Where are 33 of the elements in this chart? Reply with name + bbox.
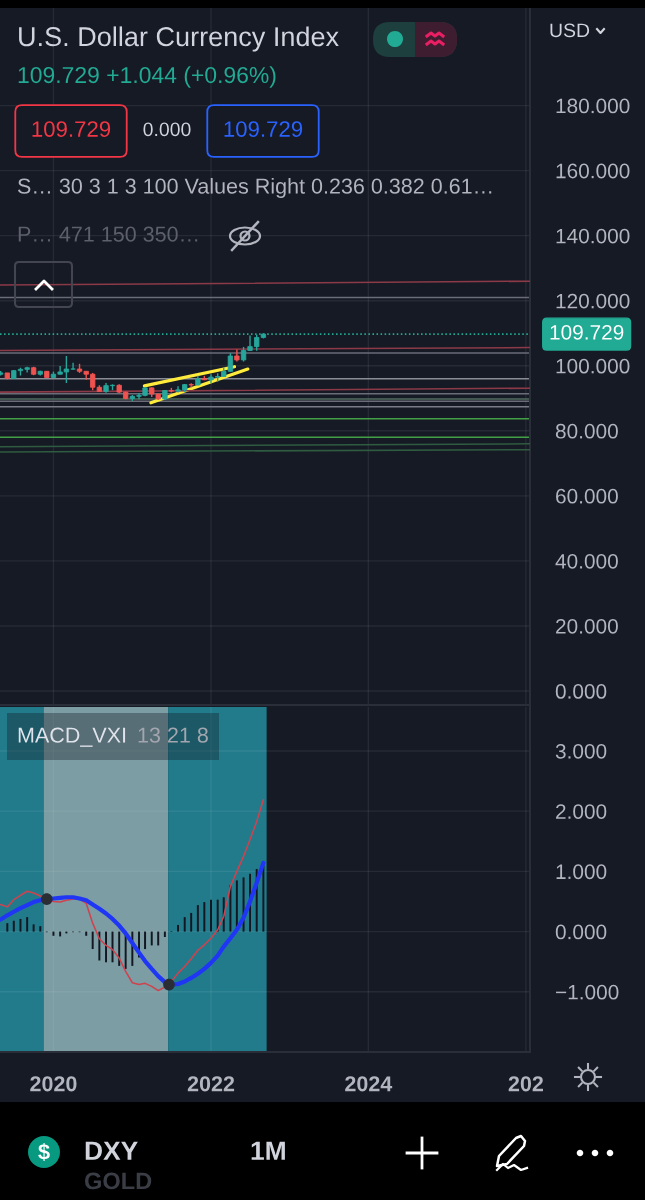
x-tick-label: 2020: [30, 1076, 77, 1092]
text: 1M: [251, 1141, 285, 1160]
annotation: P… 471 150 350…: [18, 226, 198, 242]
y-tick-label: 80.000: [555, 423, 618, 439]
annotation: 109.729: [224, 121, 303, 137]
annotation: 0.000: [143, 122, 191, 137]
y-tick-label: 2.000: [556, 804, 607, 819]
text: MACD_VXI: [18, 727, 126, 747]
x-tick-label: 2022: [187, 1076, 235, 1092]
y-tick-label: 0.000: [555, 684, 607, 699]
y-tick-label: 40.000: [555, 553, 618, 569]
annotation: S… 30 3 1 3 100 Values Right 0.236 0.382 0.61…: [17, 177, 492, 199]
y-tick-label: 120.000: [556, 293, 630, 309]
text: DXY: [85, 1141, 138, 1160]
y-tick-label: 100.000: [556, 358, 630, 374]
text: 13 21 8: [138, 727, 208, 743]
annotation: 109.729: [32, 121, 111, 137]
text: U.S. Dollar Currency Index: [19, 26, 339, 52]
ref-line-label: 109.729: [550, 324, 624, 340]
text: USD: [550, 23, 590, 38]
y-tick-label: 140.000: [556, 228, 630, 244]
y-tick-label: −1.000: [556, 984, 619, 1000]
y-tick-label: 180.000: [556, 98, 630, 114]
y-tick-label: 160.000: [556, 163, 630, 179]
y-tick-label: 1.000: [556, 864, 607, 880]
text: 109.729 +1.044 (+0.96%): [18, 66, 276, 88]
y-tick-label: 20.000: [556, 618, 618, 634]
y-tick-label: 0.000: [555, 924, 607, 940]
text: GOLD: [84, 1172, 152, 1190]
x-tick-label: 202: [508, 1076, 543, 1092]
y-tick-label: 3.000: [555, 743, 607, 759]
y-tick-label: 60.000: [556, 488, 618, 504]
x-tick-label: 2024: [345, 1076, 393, 1092]
